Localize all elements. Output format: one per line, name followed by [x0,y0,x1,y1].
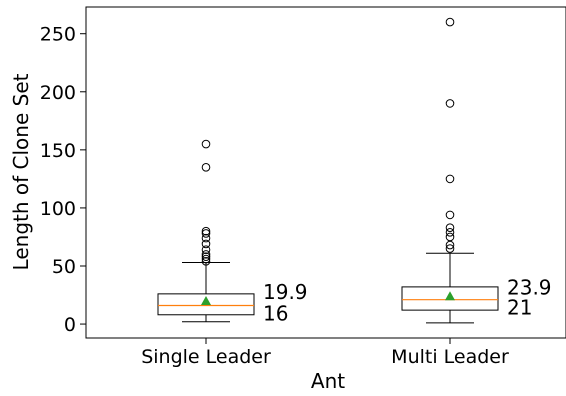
outlier-point [445,228,455,237]
x-tick-label: Multi Leader [391,346,509,368]
mean-marker [201,295,211,305]
mean-marker [445,291,455,301]
y-tick-label: 50 [52,256,76,278]
mean-annotation: 19.9 [263,280,308,304]
outlier-point [201,254,211,264]
outlier-point [445,210,455,220]
outlier-point [445,99,455,108]
outlier-point [201,245,211,255]
y-tick-label: 250 [40,24,76,46]
plot-frame [85,6,566,339]
outlier-point [201,233,211,243]
median-annotation: 21 [507,296,532,320]
iqr-box [401,286,499,311]
outlier-point [445,17,455,27]
outlier-point [201,229,211,238]
box-group: 19.916 [157,139,308,325]
outlier-point [445,223,455,232]
outlier-point [201,139,211,149]
outlier-point [201,239,211,249]
box-series: 19.916 23.921 [157,17,552,325]
outlier-point [201,162,211,172]
outlier-point [201,250,211,259]
x-axis-ticks: Single Leader Multi Leader [141,338,509,368]
outlier-point [445,244,455,253]
median-annotation: 16 [263,301,288,325]
outlier-point [445,174,455,184]
y-tick-label: 150 [40,140,76,162]
x-tick-label: Single Leader [141,346,271,368]
x-axis-label: Ant [311,369,345,393]
box-group: 23.921 [401,17,552,324]
iqr-box [157,293,255,316]
y-tick-label: 200 [40,82,76,104]
y-tick-label: 0 [64,314,76,336]
y-axis-label: Length of Clone Set [9,73,33,270]
outlier-point [201,257,211,266]
y-axis-ticks: 0 50 100 150 200 250 [40,24,86,336]
outlier-point [201,226,211,236]
mean-annotation: 23.9 [507,275,552,299]
outlier-point [201,252,211,262]
outlier-point [445,232,455,242]
y-tick-label: 100 [40,198,76,220]
outlier-point [445,240,455,250]
